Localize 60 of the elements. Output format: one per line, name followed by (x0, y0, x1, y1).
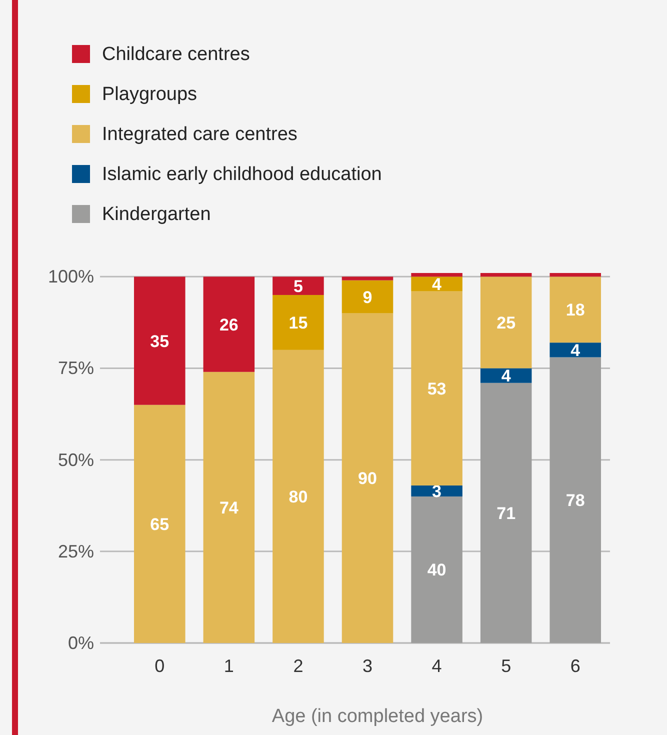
legend-label: Playgroups (102, 84, 198, 105)
data-label: 53 (427, 379, 446, 398)
bar (550, 357, 601, 643)
data-label: 4 (570, 340, 581, 360)
legend-label: Kindergarten (102, 204, 211, 225)
x-tick-label: 6 (570, 656, 580, 676)
x-tick-label: 1 (224, 656, 234, 676)
bar (342, 313, 394, 643)
x-tick-label: 3 (362, 656, 373, 676)
data-label: 65 (150, 514, 170, 534)
bar (411, 273, 462, 277)
y-tick-label: 25% (58, 541, 94, 562)
x-axis-title: Age (in completed years) (272, 706, 484, 727)
data-label: 90 (358, 469, 377, 488)
bar (550, 273, 601, 277)
data-label: 4 (501, 366, 512, 386)
data-label: 4 (432, 274, 442, 294)
bar (480, 382, 532, 643)
bar (134, 276, 186, 405)
legend-label: Islamic early childhood education (102, 164, 382, 185)
y-tick-label: 0% (68, 633, 94, 653)
data-label: 71 (496, 504, 516, 523)
data-label: 3 (432, 482, 442, 501)
bar (272, 294, 324, 350)
bar (480, 273, 532, 277)
data-label: 78 (566, 491, 585, 510)
data-label: 25 (496, 313, 516, 332)
y-tick-label: 100% (48, 266, 94, 287)
bar (550, 342, 601, 358)
data-label: 26 (219, 315, 238, 334)
bar (480, 276, 532, 368)
bar (411, 485, 462, 496)
x-tick-label: 5 (501, 656, 512, 676)
bar (411, 291, 462, 486)
bar (203, 276, 255, 372)
y-tick-label: 75% (58, 358, 94, 378)
x-tick-label: 0 (154, 656, 165, 676)
legend-label: Integrated care centres (102, 124, 298, 145)
x-tick-label: 4 (432, 656, 442, 676)
bar (550, 276, 601, 343)
bar (134, 404, 186, 643)
data-label: 35 (150, 332, 170, 351)
x-tick-label: 2 (293, 656, 304, 676)
data-label: 18 (566, 300, 585, 320)
bar (342, 280, 394, 314)
y-tick-label: 50% (58, 450, 94, 470)
bar (203, 372, 255, 643)
data-label: 80 (288, 487, 308, 506)
data-label: 5 (293, 276, 303, 296)
data-label: 9 (362, 288, 372, 307)
data-label: 40 (427, 560, 446, 580)
bar (272, 350, 324, 643)
legend-label: Childcare centres (102, 44, 250, 65)
bar (480, 368, 532, 383)
bar (272, 276, 324, 295)
data-label: 74 (219, 498, 239, 518)
data-label: 15 (288, 313, 308, 332)
bar (342, 276, 394, 280)
bar (411, 276, 462, 292)
bar (411, 496, 462, 643)
